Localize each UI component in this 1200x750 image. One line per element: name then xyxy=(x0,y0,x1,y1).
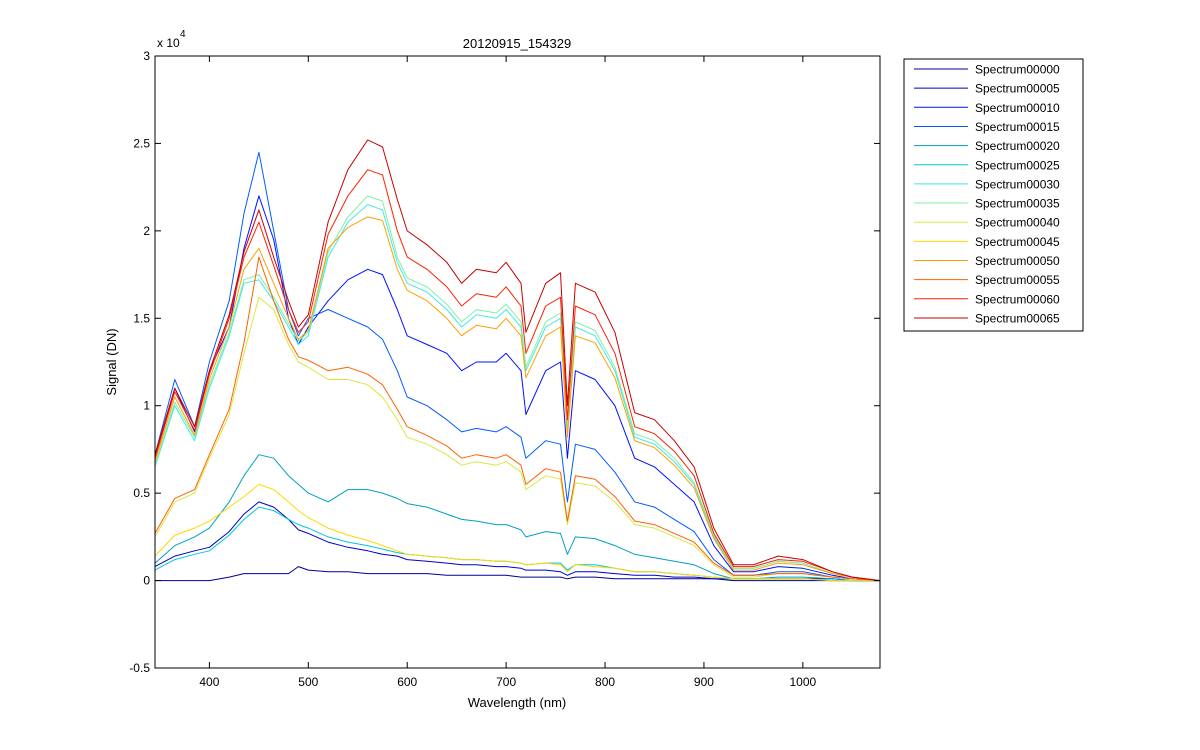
series-line-Spectrum00050 xyxy=(154,216,881,582)
series-line-Spectrum00010 xyxy=(154,195,881,582)
legend-label-Spectrum00040: Spectrum00040 xyxy=(975,216,1060,230)
y-tick-label: 2.5 xyxy=(133,136,150,150)
y-tick-label: -0.5 xyxy=(129,661,150,675)
x-tick-label: 500 xyxy=(298,675,318,689)
legend-label-Spectrum00050: Spectrum00050 xyxy=(975,254,1060,268)
legend-label-Spectrum00015: Spectrum00015 xyxy=(975,120,1060,134)
chart-title: 20120915_154329 xyxy=(463,36,571,51)
y-axis: -0.5 0 0.5 1 1.5 2 2.5 3 xyxy=(129,49,880,675)
y-tick-label: 3 xyxy=(143,49,150,63)
legend-label-Spectrum00060: Spectrum00060 xyxy=(975,292,1060,306)
legend-label-Spectrum00025: Spectrum00025 xyxy=(975,158,1060,172)
series-line-Spectrum00005 xyxy=(154,501,880,582)
series-line-Spectrum00040 xyxy=(154,296,881,582)
series-line-Spectrum00065 xyxy=(154,139,881,582)
legend-label-Spectrum00030: Spectrum00030 xyxy=(975,177,1060,191)
series-layer xyxy=(154,139,881,582)
legend-label-Spectrum00035: Spectrum00035 xyxy=(975,197,1060,211)
y-tick-label: 0 xyxy=(143,574,150,588)
legend-label-Spectrum00045: Spectrum00045 xyxy=(975,235,1060,249)
series-line-Spectrum00060 xyxy=(154,169,881,582)
legend-label-Spectrum00065: Spectrum00065 xyxy=(975,311,1060,325)
legend-label-Spectrum00020: Spectrum00020 xyxy=(975,139,1060,153)
x-axis: 400 500 600 700 800 900 1000 xyxy=(199,56,817,689)
y-tick-label: 0.5 xyxy=(133,486,150,500)
y-tick-label: 1 xyxy=(143,399,150,413)
series-line-Spectrum00045 xyxy=(154,483,880,582)
y-axis-label: Signal (DN) xyxy=(104,328,119,395)
series-line-Spectrum00035 xyxy=(154,195,881,582)
x-tick-label: 700 xyxy=(496,675,516,689)
series-line-Spectrum00015 xyxy=(154,151,881,582)
x-tick-label: 600 xyxy=(397,675,417,689)
plot-area xyxy=(155,56,880,668)
x-tick-label: 900 xyxy=(694,675,714,689)
legend-box xyxy=(903,58,1084,332)
legend-label-Spectrum00055: Spectrum00055 xyxy=(975,273,1060,287)
y-exponent-base: x 10 xyxy=(157,36,180,50)
y-tick-label: 1.5 xyxy=(133,311,150,325)
legend-label-Spectrum00010: Spectrum00010 xyxy=(975,101,1060,115)
y-exponent-power: 4 xyxy=(180,29,186,40)
x-tick-label: 1000 xyxy=(789,675,816,689)
series-line-Spectrum00055 xyxy=(154,256,881,582)
legend-label-Spectrum00000: Spectrum00000 xyxy=(975,63,1060,77)
plot-frame xyxy=(154,55,881,669)
series-line-Spectrum00020 xyxy=(154,454,880,582)
y-tick-label: 2 xyxy=(143,224,150,238)
x-tick-label: 400 xyxy=(199,675,219,689)
x-axis-label: Wavelength (nm) xyxy=(468,695,567,710)
legend-label-Spectrum00005: Spectrum00005 xyxy=(975,82,1060,96)
x-tick-label: 800 xyxy=(595,675,615,689)
legend: Spectrum00000 Spectrum00005 Spectrum00010 S… xyxy=(903,58,1084,332)
